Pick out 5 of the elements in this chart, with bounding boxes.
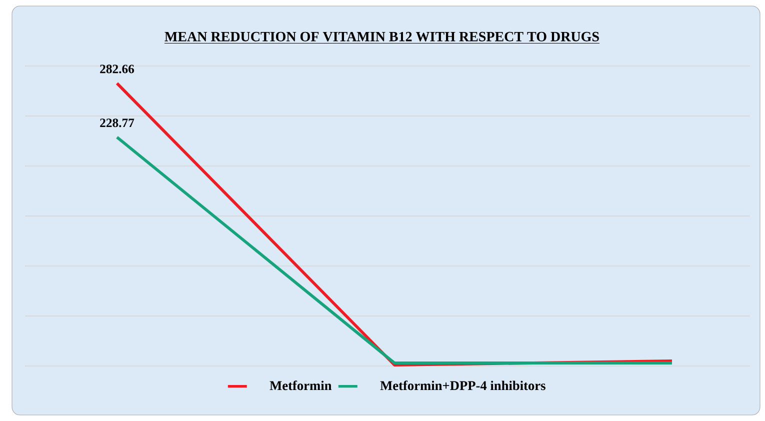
chart-title: MEAN REDUCTION OF VITAMIN B12 WITH RESPECT TO DRUGS: [164, 32, 599, 42]
data-label: 228.77: [100, 118, 134, 128]
legend-label: Metformin+DPP-4 inhibitors: [380, 380, 546, 390]
data-label: 282.66: [100, 64, 134, 74]
legend-label: Metformin: [270, 380, 332, 390]
